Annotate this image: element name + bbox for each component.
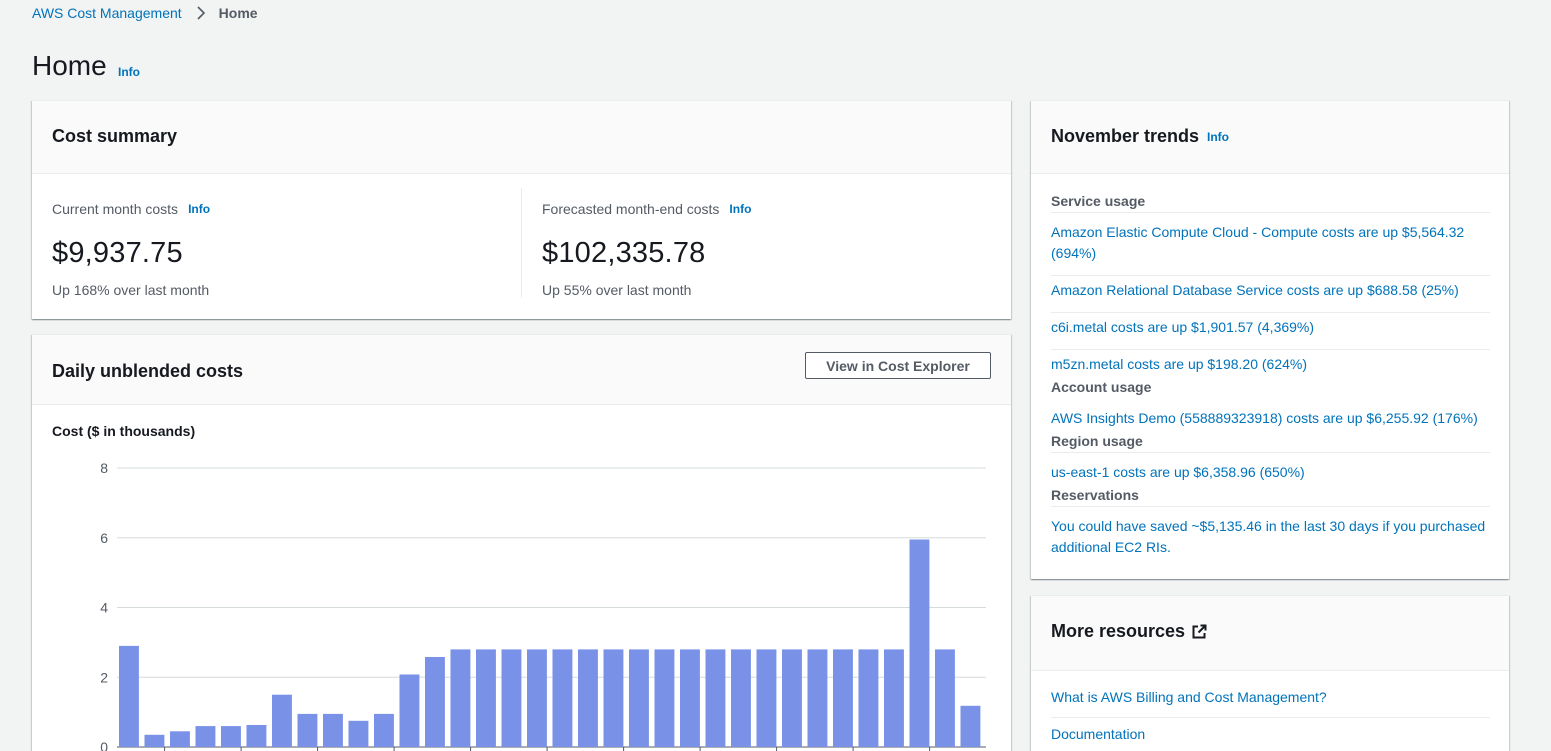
- y-tick-label: 8: [100, 460, 108, 476]
- reservations-label: Reservations: [1051, 487, 1139, 503]
- breadcrumb: AWS Cost Management Home: [32, 4, 258, 22]
- chart-bar[interactable]: [501, 649, 522, 747]
- chart-bar[interactable]: [705, 649, 726, 747]
- forecast-delta: Up 55% over last month: [542, 282, 692, 298]
- current-month-label: Current month costs: [52, 201, 179, 217]
- chart-bar[interactable]: [756, 649, 777, 747]
- chart-bar[interactable]: [221, 726, 241, 747]
- forecast-label-row: Forecasted month-end costs Info: [542, 201, 751, 217]
- chart-bar[interactable]: [603, 649, 624, 747]
- page-title: Home: [32, 50, 107, 81]
- current-month-info-link[interactable]: Info: [188, 202, 211, 216]
- chart-bar[interactable]: [297, 713, 318, 747]
- chart-bar[interactable]: [807, 649, 828, 747]
- chart-bar[interactable]: [731, 649, 751, 747]
- resources-title-text: More resources: [1051, 621, 1186, 641]
- cost-summary-title: Cost summary: [52, 126, 178, 146]
- page-info-link[interactable]: Info: [118, 65, 140, 79]
- forecast-value: $102,335.78: [542, 237, 706, 269]
- current-month-label-row: Current month costs Info: [52, 201, 210, 217]
- y-tick-label: 0: [100, 739, 108, 751]
- trend-link-rds[interactable]: Amazon Relational Database Service costs…: [1051, 282, 1459, 298]
- forecast-label: Forecasted month-end costs: [542, 201, 720, 217]
- current-month-metric: Current month costs Info $9,937.75 Up 16…: [52, 201, 210, 298]
- chart-bar[interactable]: [272, 694, 292, 747]
- chart-axis-title: Cost ($ in thousands): [52, 423, 196, 439]
- divider: [1051, 275, 1490, 276]
- breadcrumb-root-link[interactable]: AWS Cost Management: [32, 5, 182, 21]
- divider: [1051, 506, 1490, 507]
- chart-bar[interactable]: [654, 649, 675, 747]
- chart-bar[interactable]: [450, 649, 471, 747]
- external-link-icon[interactable]: [1191, 624, 1207, 640]
- trend-link-reservations[interactable]: You could have saved ~$5,135.46 in the l…: [1051, 518, 1486, 555]
- chart-bar[interactable]: [195, 726, 216, 747]
- resources-panel: More resources What is AWS Billing and C…: [1031, 595, 1509, 751]
- trends-title: November trends: [1051, 126, 1200, 146]
- y-tick-label: 4: [100, 600, 108, 616]
- chart-bar[interactable]: [833, 649, 853, 747]
- chart-bar[interactable]: [425, 657, 445, 747]
- chart-bar[interactable]: [170, 731, 190, 747]
- chart-bar[interactable]: [884, 649, 904, 747]
- divider: [1051, 452, 1490, 453]
- breadcrumb-current: Home: [218, 5, 258, 21]
- chart-bar[interactable]: [323, 713, 343, 747]
- divider: [1051, 212, 1490, 213]
- daily-costs-panel: Daily unblended costs View in Cost Explo…: [32, 334, 1011, 751]
- chart-bar[interactable]: [348, 720, 369, 747]
- chart-bar[interactable]: [680, 649, 700, 747]
- current-month-delta: Up 168% over last month: [52, 282, 210, 298]
- resource-link-documentation[interactable]: Documentation: [1051, 726, 1146, 742]
- chart-bar[interactable]: [527, 649, 547, 747]
- chart-bar[interactable]: [935, 649, 955, 747]
- trends-header: November trends Info: [1031, 101, 1509, 174]
- chart-bar[interactable]: [476, 649, 496, 747]
- trends-info-link[interactable]: Info: [1207, 130, 1229, 144]
- y-tick-label: 6: [100, 530, 108, 546]
- trend-link-ec2[interactable]: Amazon Elastic Compute Cloud - Compute c…: [1051, 224, 1465, 261]
- resources-title: More resources: [1051, 621, 1207, 642]
- cost-summary-header: Cost summary: [32, 101, 1011, 174]
- chart-bar[interactable]: [119, 645, 139, 747]
- daily-costs-chart: 0 2 4 6 8: [100, 460, 986, 751]
- metric-divider: [521, 188, 522, 298]
- trend-link-account[interactable]: AWS Insights Demo (558889323918) costs a…: [1051, 410, 1478, 426]
- trend-link-region[interactable]: us-east-1 costs are up $6,358.96 (650%): [1051, 464, 1305, 480]
- chart-bar[interactable]: [246, 725, 267, 747]
- current-month-value: $9,937.75: [52, 237, 183, 269]
- resource-link-what-is-billing[interactable]: What is AWS Billing and Cost Management?: [1051, 689, 1327, 705]
- divider: [1051, 349, 1490, 350]
- daily-costs-header: Daily unblended costs View in Cost Explo…: [32, 335, 1011, 405]
- divider: [1051, 312, 1490, 313]
- chart-bar[interactable]: [399, 674, 420, 748]
- daily-costs-title: Daily unblended costs: [52, 361, 244, 381]
- chart-bar[interactable]: [782, 649, 802, 747]
- chart-bar[interactable]: [960, 705, 981, 747]
- trends-panel: November trends Info Service usage Amazo…: [1031, 100, 1509, 579]
- y-tick-label: 2: [100, 669, 108, 685]
- trend-link-m5zn[interactable]: m5zn.metal costs are up $198.20 (624%): [1051, 356, 1308, 372]
- chart-bar[interactable]: [144, 734, 165, 747]
- divider: [1051, 717, 1490, 718]
- forecast-info-link[interactable]: Info: [729, 202, 752, 216]
- chart-bar[interactable]: [578, 649, 598, 747]
- trend-link-c6i[interactable]: c6i.metal costs are up $1,901.57 (4,369%…: [1051, 319, 1315, 335]
- account-usage-label: Account usage: [1051, 379, 1152, 395]
- view-in-cost-explorer-button[interactable]: View in Cost Explorer: [805, 352, 991, 379]
- forecast-metric: Forecasted month-end costs Info $102,335…: [542, 201, 751, 298]
- region-usage-label: Region usage: [1051, 433, 1143, 449]
- cost-summary-panel: Cost summary Current month costs Info $9…: [32, 100, 1011, 319]
- chart-bar[interactable]: [374, 713, 394, 747]
- resources-header: More resources: [1031, 596, 1509, 671]
- chart-bar[interactable]: [909, 539, 930, 748]
- chart-bar[interactable]: [858, 649, 879, 747]
- chart-bar[interactable]: [552, 649, 573, 747]
- chevron-right-icon: [196, 6, 206, 20]
- service-usage-label: Service usage: [1051, 193, 1146, 209]
- chart-bar[interactable]: [629, 649, 649, 747]
